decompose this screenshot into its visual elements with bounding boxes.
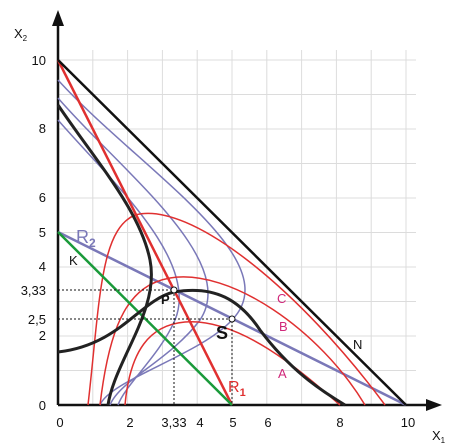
grid: [58, 50, 416, 405]
label-b: B: [279, 319, 288, 334]
x-axis-arrow: [426, 399, 442, 411]
x-tick-label: 8: [336, 415, 343, 430]
y-tick-label: 3,33: [21, 283, 46, 298]
x-axis-label: X1: [432, 428, 446, 445]
y-tick-label: 4: [39, 259, 46, 274]
point-p: [170, 286, 178, 294]
y-tick-label: 8: [39, 121, 46, 136]
x-tick-label: 5: [229, 415, 236, 430]
label-n: N: [353, 337, 362, 352]
indifference-curve: [57, 79, 246, 406]
line-k: [57, 231, 233, 406]
contract-curve: [57, 288, 346, 407]
y-tick-label: 5: [39, 225, 46, 240]
y-axis-arrow: [52, 10, 64, 26]
y-tick-label: 0: [39, 398, 46, 413]
y-tick-label: 6: [39, 190, 46, 205]
label-r1: R1: [228, 379, 246, 399]
x-tick-label: 10: [401, 415, 415, 430]
y-axis-label: X2: [14, 26, 28, 43]
contract-curve: [56, 104, 153, 406]
line-n: [57, 59, 407, 406]
label-r2: R2: [76, 227, 96, 250]
x-tick-label: 3,33: [161, 415, 186, 430]
label-s: S: [216, 323, 228, 343]
label-c: C: [277, 291, 286, 306]
indifference-curve-c: [87, 212, 386, 406]
y-tick-label: 2: [39, 328, 46, 343]
label-a: A: [278, 366, 287, 381]
y-tick-label: 2,5: [28, 312, 46, 327]
x-tick-label: 2: [126, 415, 133, 430]
x-tick-label: 4: [196, 415, 203, 430]
point-s: [228, 315, 236, 323]
x-tick-label: 6: [264, 415, 271, 430]
y-tick-label: 10: [32, 53, 46, 68]
line-r1: [56, 59, 234, 406]
x-tick-label: 0: [56, 415, 63, 430]
label-p: P: [161, 292, 170, 307]
label-k: K: [69, 253, 78, 268]
